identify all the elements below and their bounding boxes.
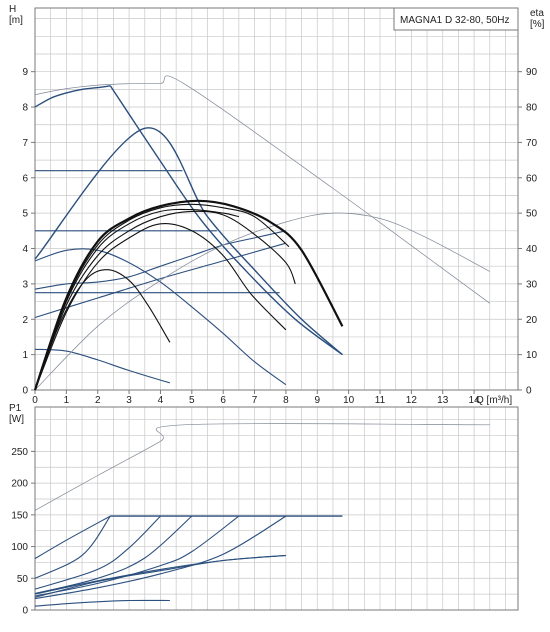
y2-tick-label: 30 bbox=[526, 279, 538, 290]
series-P1-f bbox=[34, 515, 161, 590]
x-tick-label: 12 bbox=[406, 395, 418, 406]
series-eta-3 bbox=[34, 210, 296, 391]
y2-axis-title: [%] bbox=[530, 19, 545, 30]
bottom-panel-grid bbox=[31, 406, 519, 611]
series-P1-prop bbox=[34, 554, 286, 598]
series-H-prop-upper bbox=[109, 85, 343, 356]
y-tick-label: 150 bbox=[11, 510, 28, 521]
series-H-prop-lower bbox=[34, 127, 343, 356]
y-tick-label: 0 bbox=[22, 386, 28, 397]
series-eta-thin-curve bbox=[34, 212, 490, 391]
y-tick-label: 7 bbox=[22, 138, 28, 149]
top-panel-series bbox=[33, 75, 491, 391]
y2-tick-label: 0 bbox=[526, 386, 532, 397]
series-P1-e bbox=[34, 515, 193, 595]
y-tick-label: 9 bbox=[22, 67, 28, 78]
series-H-speed-b bbox=[34, 248, 287, 386]
y-tick-label: 50 bbox=[17, 574, 29, 585]
y2-tick-label: 10 bbox=[526, 350, 538, 361]
series-P1-h bbox=[34, 515, 111, 560]
chart-title: MAGNA1 D 32-80, 50Hz bbox=[400, 15, 510, 26]
x-tick-label: 6 bbox=[220, 395, 226, 406]
y-tick-label: 8 bbox=[22, 103, 28, 114]
title-box bbox=[393, 7, 519, 31]
y2-tick-label: 20 bbox=[526, 315, 538, 326]
x-tick-label: 4 bbox=[158, 395, 164, 406]
series-P1-d bbox=[34, 515, 240, 597]
x-tick-label: 3 bbox=[126, 395, 132, 406]
y-tick-label: 0 bbox=[22, 606, 28, 617]
y-tick-label: 5 bbox=[22, 209, 28, 220]
y-tick-label: 4 bbox=[22, 244, 28, 255]
y-axis-title: H bbox=[9, 4, 16, 15]
y-tick-label: 250 bbox=[11, 447, 28, 458]
y-axis-title: [m] bbox=[9, 15, 23, 26]
y2-tick-label: 60 bbox=[526, 173, 538, 184]
series-eta-1 bbox=[34, 269, 171, 391]
series-P1-a bbox=[34, 599, 170, 607]
y-axis-title: [W] bbox=[9, 414, 24, 425]
x-tick-label: 10 bbox=[343, 395, 355, 406]
x-tick-label: 5 bbox=[189, 395, 195, 406]
series-H-max-curve bbox=[34, 85, 111, 108]
x-tick-label: 1 bbox=[64, 395, 70, 406]
y-tick-label: 100 bbox=[11, 542, 28, 553]
top-panel-grid bbox=[31, 7, 522, 394]
x-axis-title: Q [m³/h] bbox=[476, 395, 512, 406]
y-axis-title: P1 bbox=[9, 403, 22, 414]
y-tick-label: 200 bbox=[11, 479, 28, 490]
plot-frame bbox=[34, 7, 519, 391]
series-eta-2 bbox=[34, 222, 287, 391]
y2-tick-label: 90 bbox=[526, 67, 538, 78]
y-tick-label: 3 bbox=[22, 279, 28, 290]
x-tick-label: 9 bbox=[314, 395, 320, 406]
series-P1-g bbox=[34, 515, 111, 579]
series-eta-4 bbox=[34, 208, 240, 391]
y2-tick-label: 50 bbox=[526, 209, 538, 220]
x-tick-label: 0 bbox=[32, 395, 38, 406]
x-tick-label: 8 bbox=[283, 395, 289, 406]
series-P1-max-thin bbox=[34, 423, 490, 511]
y-tick-label: 2 bbox=[22, 315, 28, 326]
x-tick-label: 2 bbox=[95, 395, 101, 406]
x-tick-label: 11 bbox=[375, 395, 386, 406]
y2-tick-label: 40 bbox=[526, 244, 538, 255]
series-eta-max-thin bbox=[34, 75, 491, 304]
y-tick-label: 6 bbox=[22, 173, 28, 184]
series-eta-6-bold bbox=[33, 199, 344, 391]
x-tick-label: 14 bbox=[469, 395, 481, 406]
y2-tick-label: 80 bbox=[526, 103, 538, 114]
y2-axis-title: eta bbox=[530, 8, 544, 19]
series-H-prop-line-d bbox=[34, 242, 287, 319]
x-tick-label: 13 bbox=[437, 395, 449, 406]
x-tick-label: 7 bbox=[252, 395, 258, 406]
bottom-panel-series bbox=[34, 423, 490, 607]
y2-tick-label: 70 bbox=[526, 138, 538, 149]
series-P1-c bbox=[34, 515, 287, 600]
series-H-speed-a bbox=[34, 348, 171, 384]
plot-frame bbox=[34, 406, 519, 611]
y-tick-label: 1 bbox=[22, 350, 28, 361]
